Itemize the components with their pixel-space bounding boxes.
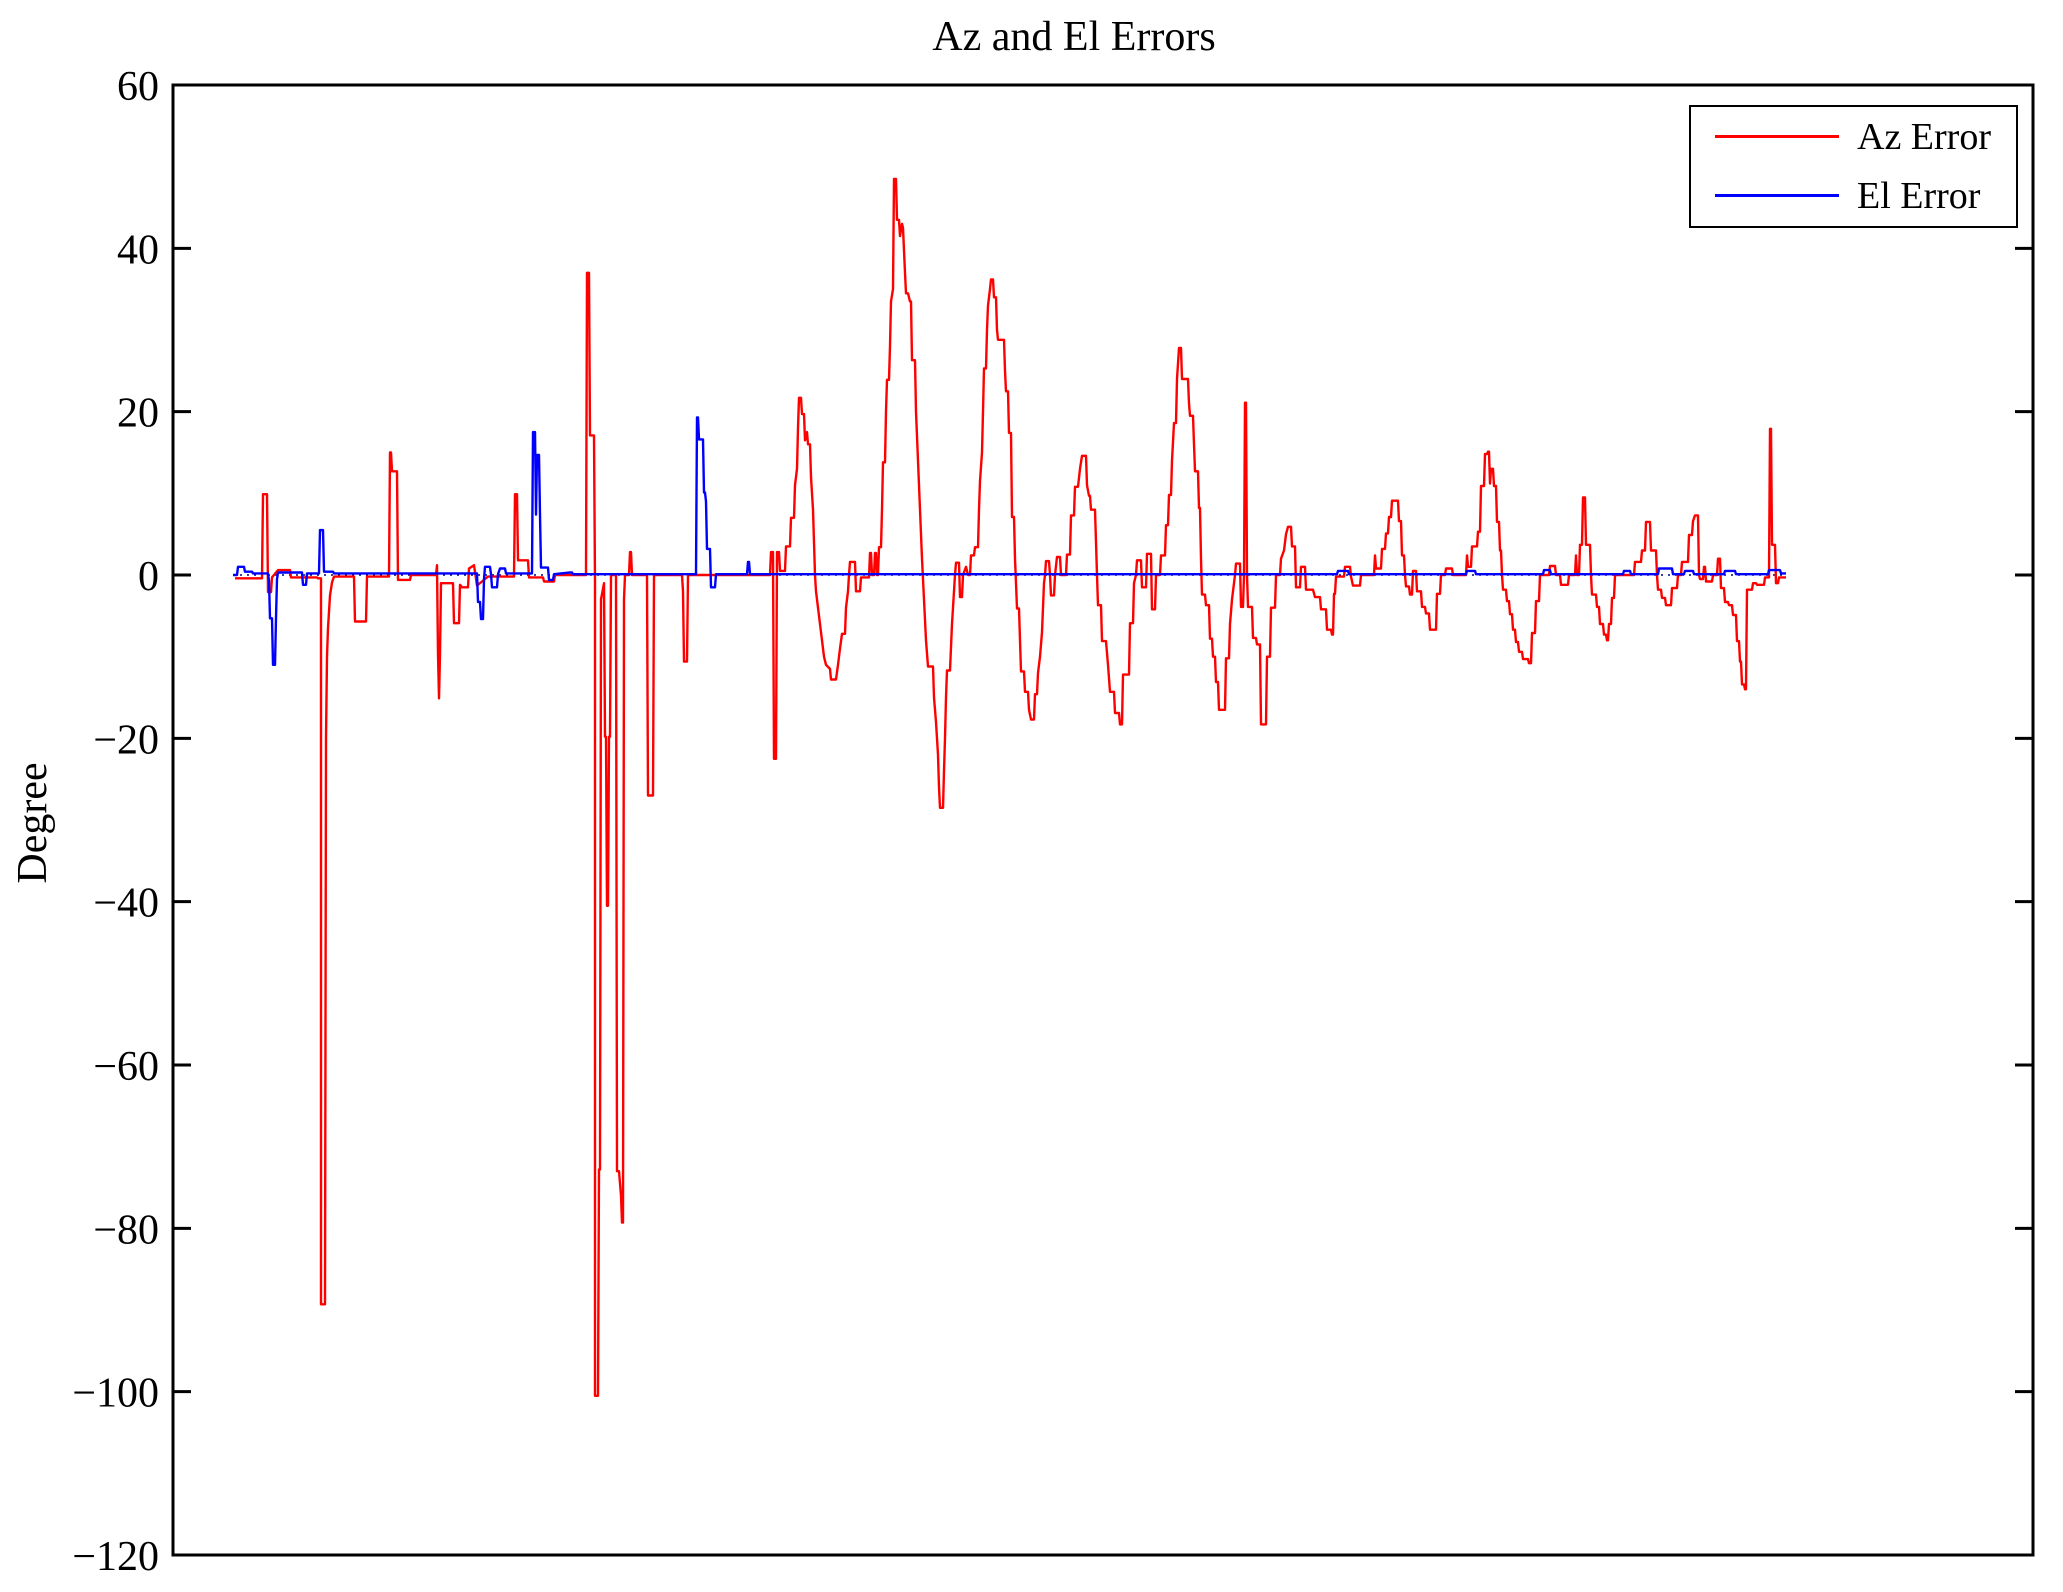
- legend-label-az: Az Error: [1857, 115, 1991, 158]
- y-tick-label: 20: [117, 391, 159, 437]
- el-error-line-icon: [1715, 194, 1839, 197]
- y-tick-label: −80: [93, 1207, 159, 1253]
- chart-title: Az and El Errors: [932, 14, 1216, 60]
- y-axis-label: Degree: [10, 762, 56, 884]
- y-tick-label: −120: [72, 1534, 159, 1580]
- y-tick-label: 60: [117, 64, 159, 110]
- y-tick-label: 0: [138, 554, 159, 600]
- az-error-series-line: [235, 177, 1786, 1398]
- legend-entry-az: Az Error: [1691, 107, 2016, 166]
- el-error-series-line: [233, 416, 1786, 666]
- y-tick-label: −60: [93, 1044, 159, 1090]
- az-error-line-icon: [1715, 135, 1839, 138]
- y-tick-label: −40: [93, 881, 159, 927]
- y-tick-label: −100: [72, 1371, 159, 1417]
- y-tick-label: 40: [117, 227, 159, 273]
- axes-box: [171, 83, 2035, 1557]
- y-tick-label: −20: [93, 717, 159, 763]
- legend: Az Error El Error: [1689, 105, 2018, 228]
- legend-entry-el: El Error: [1691, 166, 2016, 225]
- legend-label-el: El Error: [1857, 174, 1981, 217]
